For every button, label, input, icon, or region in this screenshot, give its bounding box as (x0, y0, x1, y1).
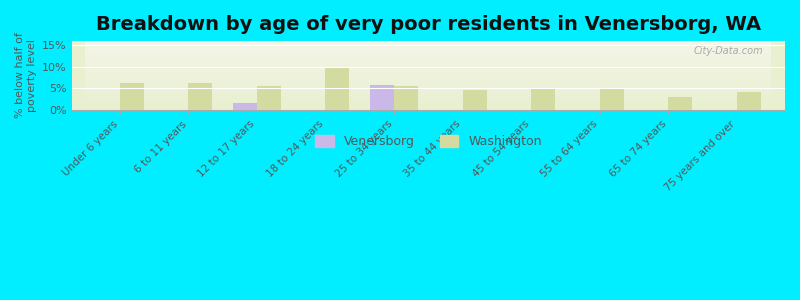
Bar (737, 92, 761, 110)
Bar (326, 67, 350, 110)
Y-axis label: % below half of
poverty level: % below half of poverty level (15, 33, 37, 119)
Bar (233, 103, 257, 110)
Bar (668, 97, 693, 110)
Bar (370, 85, 394, 110)
Bar (120, 83, 144, 110)
Legend: Venersborg, Washington: Venersborg, Washington (310, 130, 546, 153)
Title: Breakdown by age of very poor residents in Venersborg, WA: Breakdown by age of very poor residents … (96, 15, 761, 34)
Bar (600, 88, 624, 110)
Bar (188, 83, 212, 110)
Bar (462, 90, 486, 110)
Text: City-Data.com: City-Data.com (694, 46, 763, 56)
Bar (257, 86, 281, 110)
Bar (531, 88, 555, 110)
Bar (394, 86, 418, 110)
